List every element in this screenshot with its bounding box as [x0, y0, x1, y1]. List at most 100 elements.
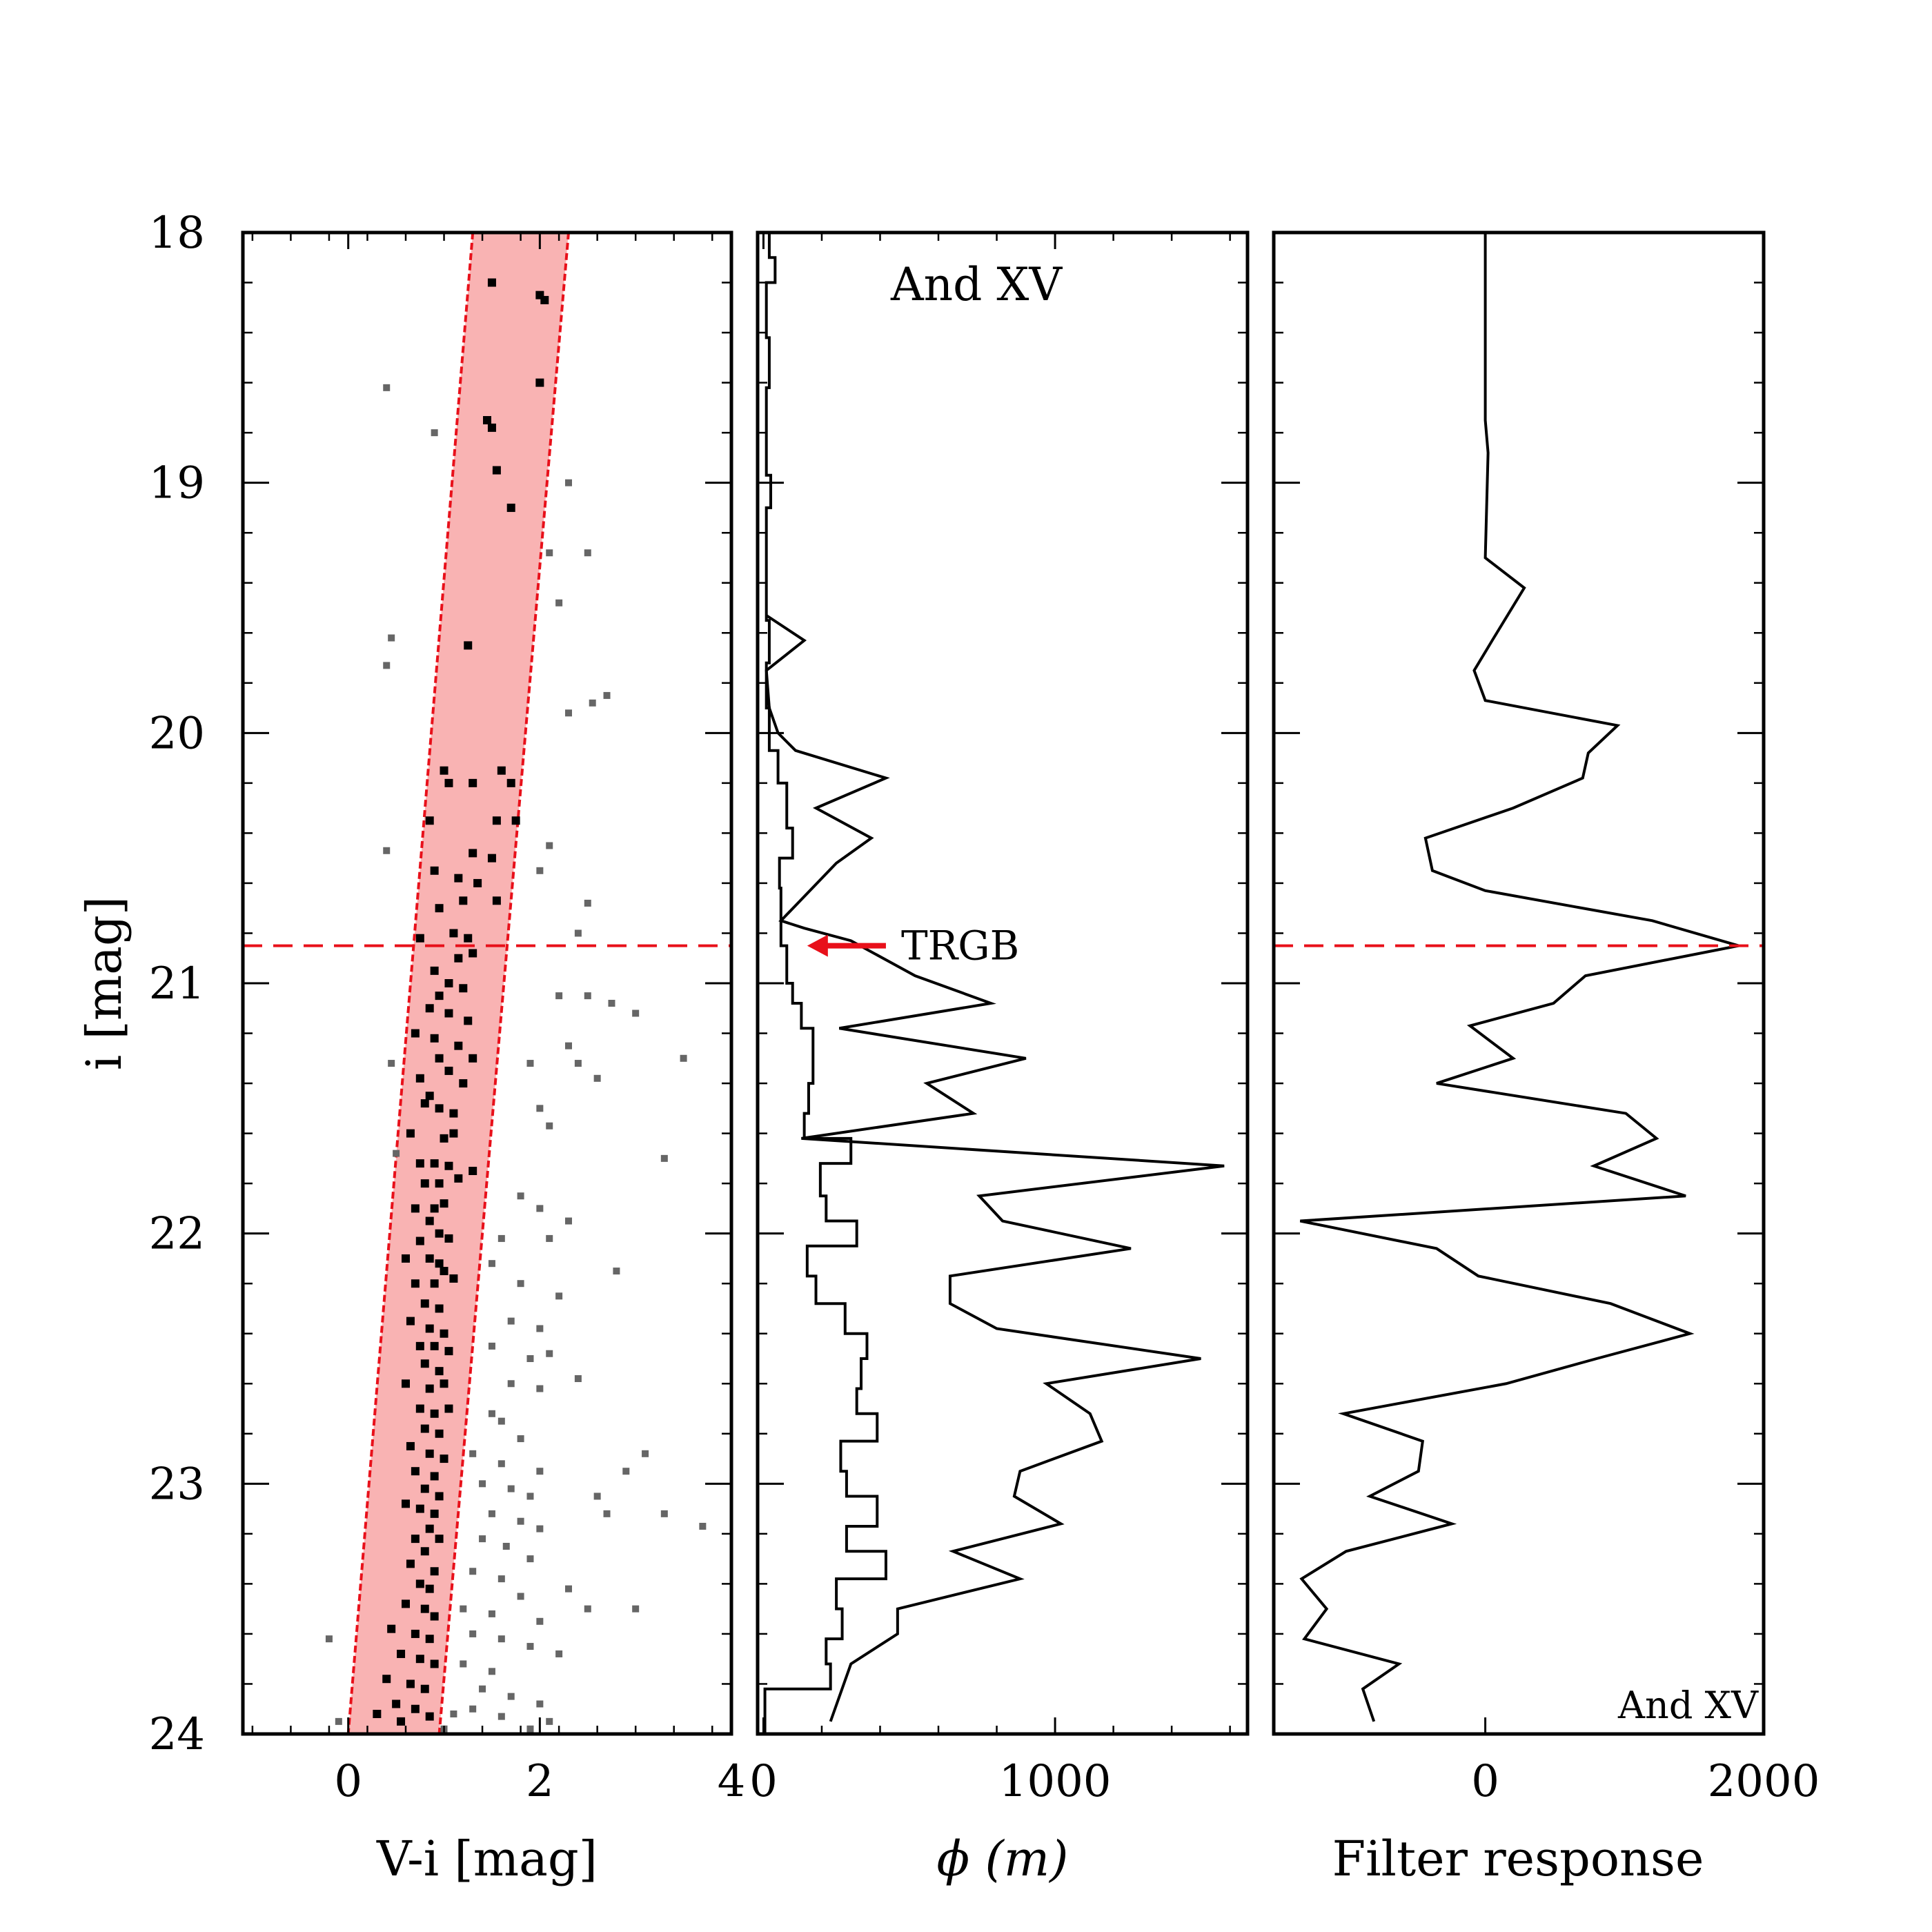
field-star [469, 1568, 477, 1575]
member-star [406, 1441, 415, 1450]
member-star [469, 1167, 477, 1175]
member-star [430, 1159, 439, 1168]
member-star [449, 1109, 458, 1118]
field-star [680, 1054, 687, 1062]
field-star [608, 1000, 615, 1007]
field-star [497, 1635, 505, 1643]
field-star [488, 1260, 495, 1268]
member-star [415, 1341, 424, 1350]
member-star [411, 1629, 420, 1638]
cmd-yaxis-label: i [mag] [76, 896, 132, 1070]
field-star [536, 1205, 544, 1212]
field-star [479, 1480, 486, 1488]
filter-panel: 0 2000 And XV Filter response [1272, 230, 1820, 1887]
member-star [425, 1524, 434, 1533]
member-star [411, 1704, 420, 1713]
member-star [415, 1504, 424, 1513]
field-star [565, 1217, 572, 1225]
member-star [430, 1472, 439, 1481]
member-star [454, 1041, 463, 1050]
member-star [449, 929, 458, 938]
field-star [660, 1510, 668, 1517]
filter-response-curve [1299, 233, 1739, 1722]
field-star [555, 599, 563, 607]
member-star [420, 1547, 429, 1556]
field-star [613, 1268, 620, 1275]
field-star [469, 1705, 477, 1713]
field-star [460, 1660, 467, 1668]
member-star [420, 1179, 429, 1188]
field-star [584, 1605, 591, 1613]
member-star [444, 1347, 453, 1356]
field-star [431, 429, 438, 437]
member-star [430, 966, 439, 975]
field-star [388, 1060, 395, 1067]
member-star [483, 416, 491, 424]
y-tick-label: 22 [149, 1209, 205, 1260]
member-stars [373, 278, 549, 1726]
member-star [469, 949, 477, 958]
field-star [546, 1350, 553, 1357]
field-star [555, 992, 563, 1000]
member-star [430, 866, 439, 875]
member-star [449, 1129, 458, 1138]
member-star [430, 1279, 439, 1288]
field-star [536, 1105, 544, 1112]
member-star [469, 778, 477, 787]
field-star [497, 1575, 505, 1583]
member-star [435, 1429, 444, 1438]
member-star [435, 1535, 444, 1544]
member-star [420, 1299, 429, 1308]
field-star [479, 1685, 486, 1693]
member-star [402, 1599, 410, 1608]
member-star [459, 896, 468, 905]
member-star [430, 1204, 439, 1213]
field-star [460, 1605, 467, 1613]
member-star [406, 1129, 415, 1138]
trgb-arrow-head [807, 934, 828, 957]
field-star [526, 1492, 534, 1500]
member-star [420, 1604, 429, 1613]
field-star [536, 1385, 544, 1392]
member-star [440, 1267, 448, 1276]
member-star [511, 816, 520, 825]
member-star [435, 904, 444, 913]
x-tick-label: 4 [718, 1756, 746, 1807]
field-star [584, 549, 591, 557]
member-star [425, 1449, 434, 1458]
x-tick-label: 0 [1471, 1756, 1499, 1807]
member-star [430, 1612, 439, 1621]
field-star [546, 1717, 553, 1725]
member-star [435, 1492, 444, 1501]
member-star [444, 1009, 453, 1018]
member-star [435, 1259, 444, 1268]
field-star [488, 1510, 495, 1517]
field-star [383, 384, 391, 391]
member-star [415, 934, 424, 943]
field-star [507, 1693, 515, 1700]
selection-band-left-edge [346, 233, 475, 1734]
field-star [388, 634, 395, 642]
phi-title: And XV [890, 258, 1063, 311]
member-star [373, 1709, 382, 1718]
member-star [420, 1359, 429, 1368]
field-star [584, 992, 591, 1000]
field-star [603, 1510, 611, 1517]
member-star [506, 503, 515, 512]
field-star [502, 1543, 510, 1550]
member-star [411, 1029, 420, 1038]
member-star [444, 778, 453, 787]
field-star [603, 691, 611, 699]
field-star [632, 1009, 640, 1017]
field-star [699, 1522, 707, 1530]
member-star [430, 1509, 439, 1518]
field-star [660, 1154, 668, 1162]
member-star [397, 1717, 406, 1726]
member-star [469, 1054, 477, 1063]
member-star [435, 992, 444, 1000]
member-star [444, 1404, 453, 1413]
member-star [435, 1304, 444, 1313]
field-star [574, 1375, 582, 1383]
